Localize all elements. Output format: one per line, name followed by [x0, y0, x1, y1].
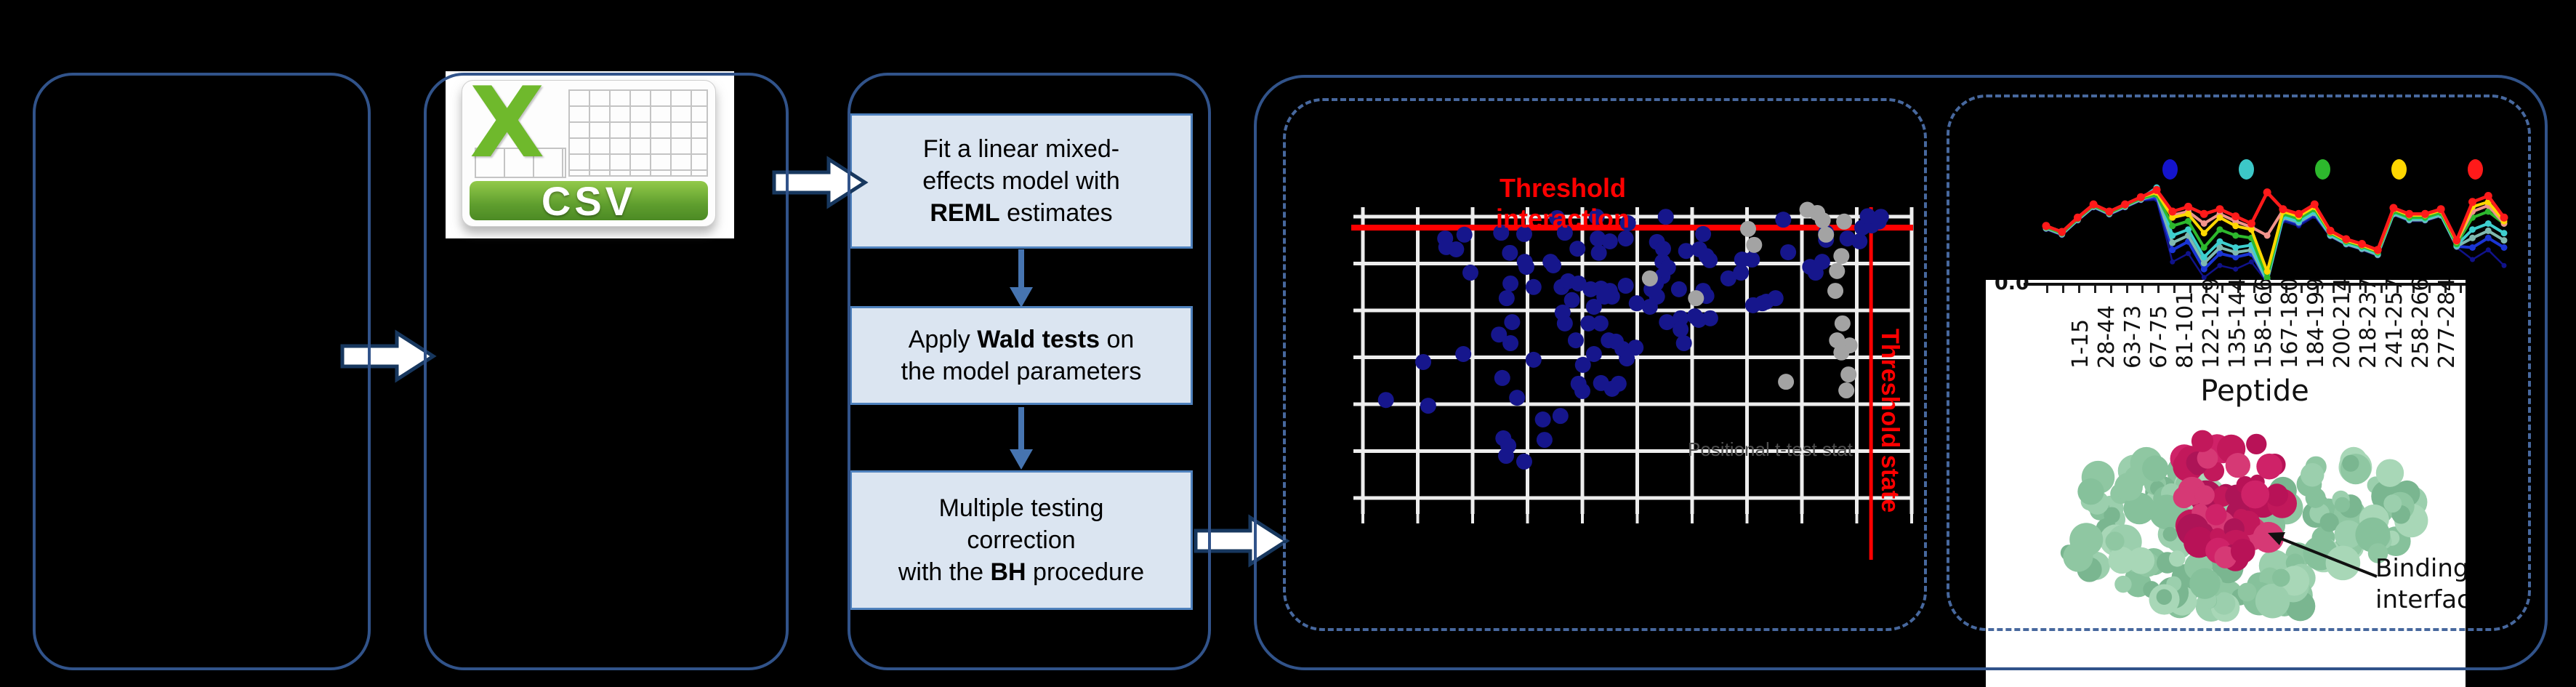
flow-step-bh: Multiple testing correction with the BH pr…	[850, 470, 1193, 610]
axis-tick	[2077, 286, 2080, 293]
axis-tick	[2317, 286, 2319, 293]
axis-tick	[2285, 286, 2287, 293]
axis-tick	[2237, 286, 2239, 293]
right-arrow-icon	[1194, 514, 1290, 568]
axis-tick	[2460, 286, 2463, 293]
axis-tick	[2380, 286, 2383, 293]
right-arrow-icon	[340, 329, 437, 383]
right-arrow-icon	[772, 156, 869, 209]
legend-dot-icon	[2391, 159, 2407, 180]
flow-step-wald: Apply Wald tests on the model parameters	[850, 306, 1193, 405]
spreadsheet-grid-icon	[475, 148, 566, 178]
binding-interface-arrow-icon	[2268, 532, 2378, 578]
axis-tick	[2428, 286, 2431, 293]
axis-tick	[2189, 286, 2192, 293]
axis-tick	[2173, 286, 2176, 293]
threshold-scatter-plot	[1351, 201, 1914, 560]
down-arrow-icon	[1010, 249, 1033, 308]
csv-file-image: X CSV	[446, 71, 734, 238]
binding-interface-label: Binding interface	[2375, 554, 2466, 614]
legend-dot-icon	[2239, 159, 2254, 180]
axis-tick	[2444, 286, 2447, 293]
axis-tick	[2046, 286, 2048, 293]
down-arrow-icon	[1010, 407, 1033, 470]
axis-tick	[2109, 286, 2112, 293]
axis-tick	[2364, 286, 2367, 293]
scatter-x-axis-label: Positional t-test stat	[1688, 438, 1853, 460]
axis-tick	[2269, 286, 2271, 293]
legend-dot-icon	[2468, 159, 2483, 180]
axis-tick	[2141, 286, 2144, 293]
axis-tick	[2125, 286, 2128, 293]
stage-box-1	[33, 73, 371, 670]
uptake-legend	[2162, 159, 2504, 181]
legend-dot-icon	[2162, 159, 2178, 180]
scatter-title: Threshold interaction	[1495, 173, 1630, 233]
flow-step-reml: Fit a linear mixed-effects model with REM…	[850, 113, 1193, 249]
axis-tick	[2301, 286, 2303, 293]
axis-tick	[2205, 286, 2207, 293]
uptake-line-chart	[2042, 184, 2508, 285]
excel-x-icon: X	[470, 80, 545, 180]
axis-tick	[2221, 286, 2223, 293]
spreadsheet-grid-icon	[568, 89, 708, 177]
legend-dot-icon	[2315, 159, 2330, 180]
csv-banner-label: CSV	[470, 178, 708, 224]
axis-tick	[2348, 286, 2351, 293]
peptide-panel: 0.0 1-15 28-44 63-73 67-75 81-101 122-129 135-…	[1986, 280, 2466, 687]
axis-tick	[2253, 286, 2255, 293]
threshold-state-label: Threshold state	[1876, 329, 1904, 513]
axis-tick	[2061, 286, 2064, 293]
csv-card: X CSV	[462, 80, 716, 227]
y-axis-tick-label: 0.0	[1995, 280, 2029, 294]
axis-tick	[2333, 286, 2335, 293]
x-axis-line	[2024, 283, 2466, 286]
x-axis-title: Peptide	[2200, 374, 2309, 408]
axis-tick	[2412, 286, 2415, 293]
axis-tick	[2157, 286, 2160, 293]
axis-tick	[2093, 286, 2096, 293]
protein-structure-image	[2060, 430, 2428, 622]
axis-tick	[2396, 286, 2399, 293]
